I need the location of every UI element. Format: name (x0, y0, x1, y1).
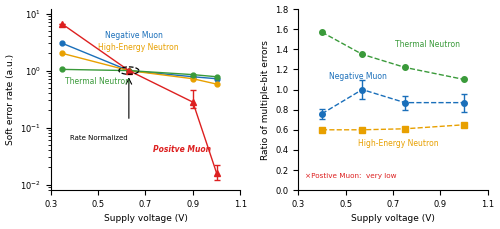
Y-axis label: Ratio of multiple-bit errors: Ratio of multiple-bit errors (260, 40, 270, 160)
Text: Thermal Neutron: Thermal Neutron (65, 77, 130, 86)
Y-axis label: Soft error rate (a.u.): Soft error rate (a.u.) (6, 54, 15, 145)
Text: Negative Muon: Negative Muon (329, 73, 387, 82)
Text: Thermal Neutron: Thermal Neutron (396, 40, 460, 49)
Text: ×Postive Muon:  very low: ×Postive Muon: very low (306, 173, 397, 179)
Text: Rate Normalized: Rate Normalized (70, 135, 127, 141)
Text: Negative Muon: Negative Muon (105, 30, 163, 40)
Text: High-Energy Neutron: High-Energy Neutron (98, 43, 178, 52)
Text: High-Energy Neutron: High-Energy Neutron (358, 139, 438, 148)
X-axis label: Supply voltage (V): Supply voltage (V) (351, 214, 435, 224)
Text: Positve Muon: Positve Muon (152, 144, 210, 154)
X-axis label: Supply voltage (V): Supply voltage (V) (104, 214, 188, 224)
